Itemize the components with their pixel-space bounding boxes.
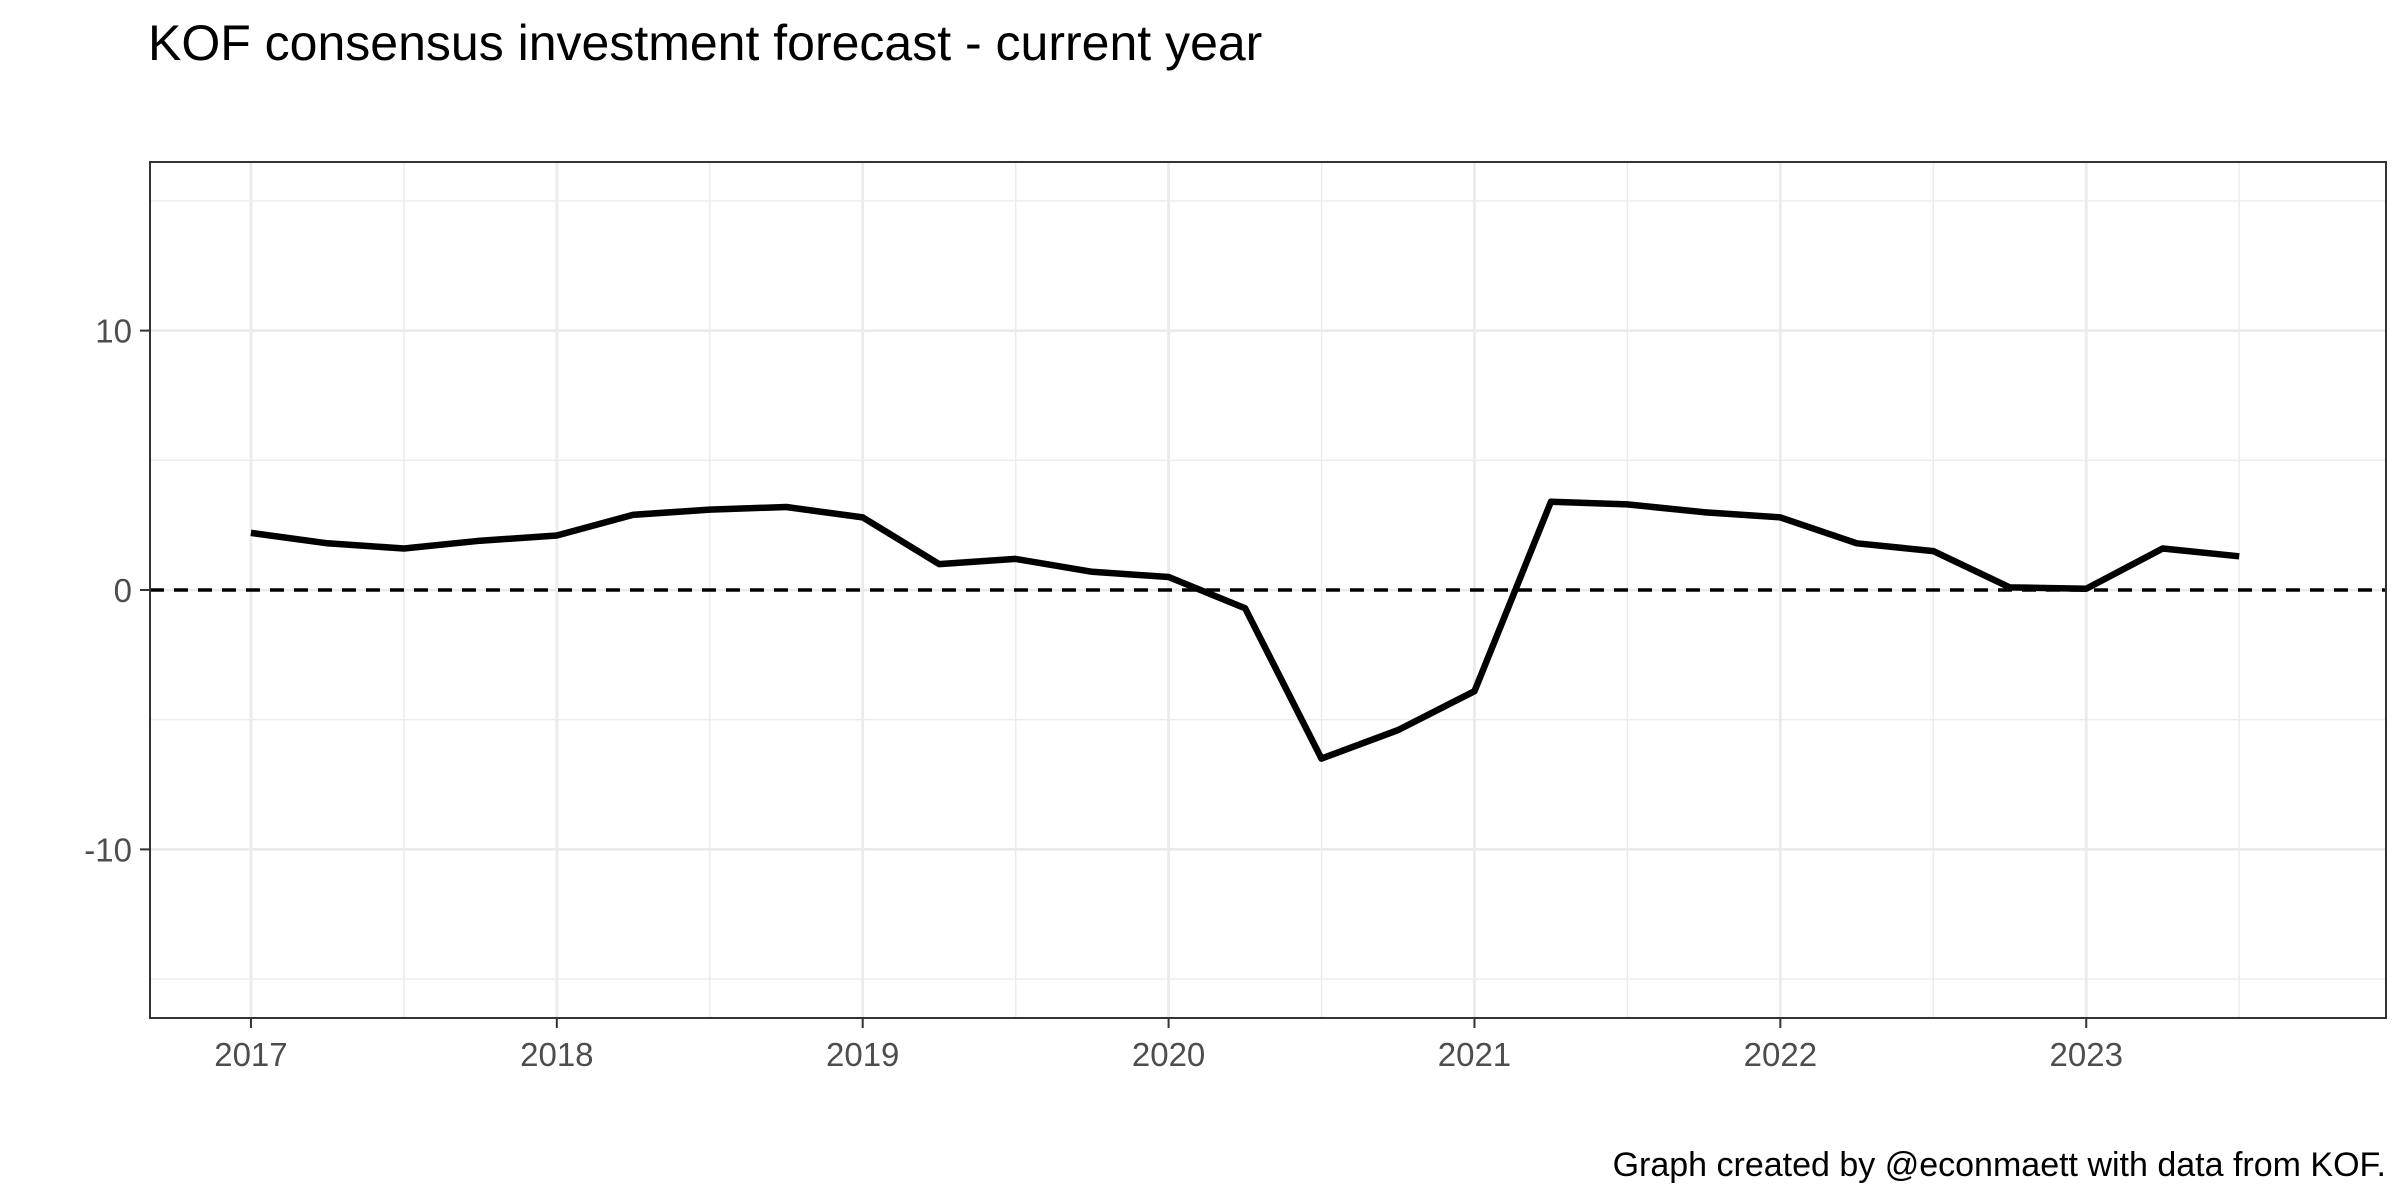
data-point [1931, 549, 1936, 554]
x-tick-label: 2022 [1744, 1036, 1817, 1073]
data-point [1243, 606, 1248, 611]
data-point [1319, 756, 1324, 761]
grid-minor-y [150, 200, 2386, 980]
data-point [2160, 546, 2165, 551]
data-point [1396, 728, 1401, 733]
data-point [860, 515, 865, 520]
chart-title: KOF consensus investment forecast - curr… [148, 15, 1262, 71]
data-point [1166, 575, 1171, 580]
data-point [2237, 554, 2242, 559]
data-point [478, 538, 483, 543]
x-tick-label: 2018 [520, 1036, 593, 1073]
series-group [248, 498, 2242, 762]
data-point [1625, 502, 1630, 507]
data-point [1854, 541, 1859, 546]
data-point [707, 507, 712, 512]
data-point [631, 512, 636, 517]
data-point [937, 562, 942, 567]
x-tick-label: 2021 [1438, 1036, 1511, 1073]
x-tick-label: 2023 [2050, 1036, 2123, 1073]
data-point [554, 533, 559, 538]
x-tick-label: 2017 [214, 1036, 287, 1073]
plot-area [149, 161, 2387, 1019]
data-point [325, 541, 330, 546]
data-point [401, 546, 406, 551]
x-tick-label: 2020 [1132, 1036, 1205, 1073]
data-point [248, 530, 253, 535]
data-point [1701, 510, 1706, 515]
chart-caption: Graph created by @econmaett with data fr… [1613, 1146, 2386, 1184]
series-line [250, 498, 2240, 762]
data-point [1548, 499, 1553, 504]
data-point [1778, 515, 1783, 520]
data-point [1013, 556, 1018, 561]
x-axis: 2017 2018 2019 2020 2021 2022 2023 [214, 1018, 2123, 1073]
y-tick-label: 0 [114, 572, 132, 609]
x-tick-label: 2019 [826, 1036, 899, 1073]
y-axis: -10 0 10 [84, 313, 150, 868]
y-tick-label: -10 [84, 831, 132, 868]
y-tick-label: 10 [95, 313, 132, 350]
data-point [1472, 689, 1477, 694]
data-point [2007, 585, 2012, 590]
data-point [1090, 569, 1095, 574]
data-point [784, 504, 789, 509]
data-point [2084, 586, 2089, 591]
